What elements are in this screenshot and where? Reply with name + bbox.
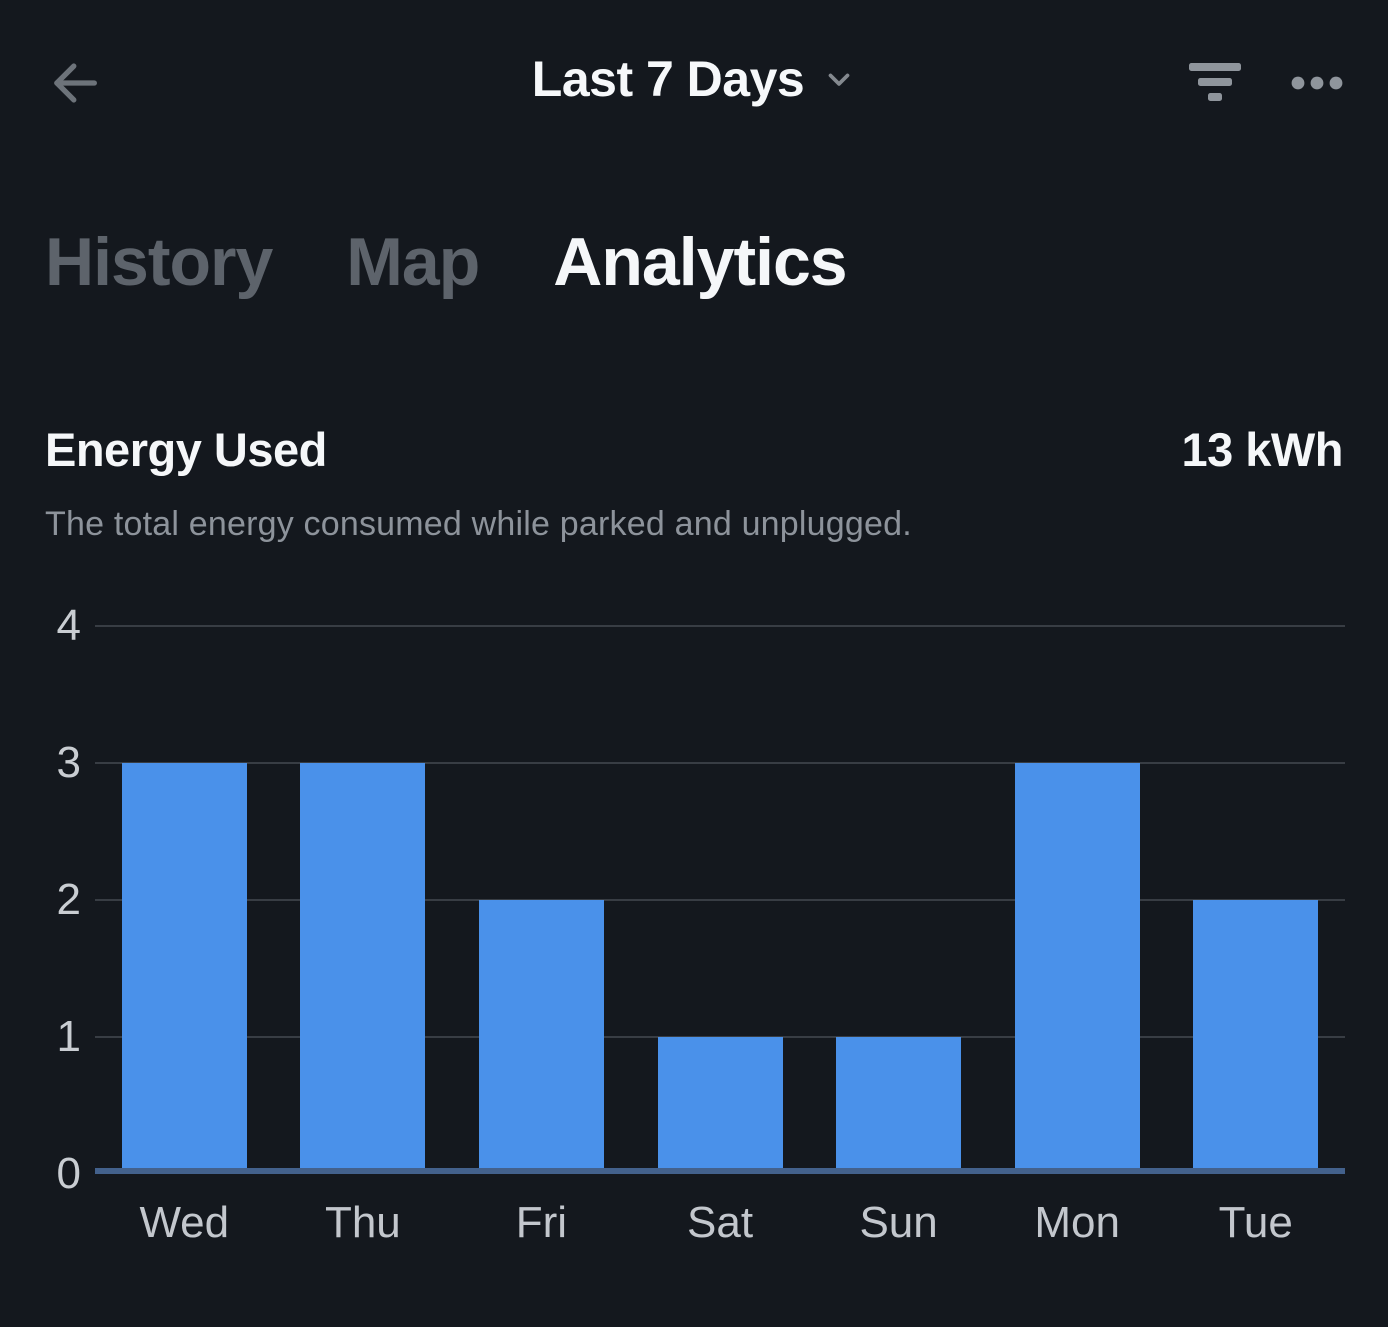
energy-total-value: 13 kWh [1181, 423, 1343, 477]
bar-slot-thu [274, 626, 453, 1175]
bar-slot-sat [631, 626, 810, 1175]
y-tick-label: 3 [56, 738, 81, 788]
y-axis: 0 1 2 3 4 [45, 604, 81, 1196]
filter-icon [1189, 63, 1241, 101]
filter-button[interactable] [1187, 61, 1243, 105]
plot-area [95, 625, 1345, 1175]
bar-tue[interactable] [1193, 900, 1319, 1175]
chevron-down-icon [828, 73, 850, 86]
section-title: Energy Used [45, 423, 327, 477]
bars [95, 626, 1345, 1175]
summary-row: Energy Used 13 kWh [45, 422, 1343, 477]
gridline [95, 625, 1345, 628]
section-description: The total energy consumed while parked a… [45, 505, 912, 544]
tab-analytics[interactable]: Analytics [553, 224, 847, 300]
x-tick-label: Mon [1034, 1198, 1120, 1248]
plot-wrap: Wed Thu Fri Sat Sun Mon Tue [95, 625, 1345, 1249]
arrow-left-icon [54, 63, 97, 103]
period-selector-group: Last 7 Days [0, 48, 1388, 110]
x-tick-label: Sat [687, 1198, 754, 1248]
gridline [95, 762, 1345, 765]
bar-fri[interactable] [478, 900, 604, 1175]
bar-slot-tue [1166, 626, 1345, 1175]
y-tick-label: 2 [56, 875, 81, 925]
bar-mon[interactable] [1014, 763, 1140, 1175]
bar-sat[interactable] [657, 1037, 783, 1175]
bar-slot-fri [452, 626, 631, 1175]
period-label: Last 7 Days [531, 51, 805, 107]
tab-bar: History Map Analytics [0, 224, 1388, 300]
x-tick-label: Sun [859, 1198, 938, 1248]
more-button[interactable] [1291, 76, 1343, 90]
x-tick-label: Fri [515, 1198, 568, 1248]
top-bar: Last 7 Days [0, 0, 1388, 118]
gridline [95, 899, 1345, 902]
y-tick-label: 4 [56, 601, 81, 651]
energy-summary: Energy Used 13 kWh The total energy cons… [0, 422, 1388, 544]
bar-thu[interactable] [300, 763, 426, 1175]
y-tick-label: 1 [56, 1012, 81, 1062]
back-button[interactable] [45, 52, 105, 114]
x-tick-label: Tue [1218, 1198, 1293, 1248]
x-tick-label: Wed [139, 1198, 230, 1248]
y-tick-label: 0 [56, 1149, 81, 1199]
top-bar-actions [1187, 61, 1343, 105]
x-axis: Wed Thu Fri Sat Sun Mon Tue [95, 1198, 1345, 1249]
bar-slot-mon [988, 626, 1167, 1175]
bar-wed[interactable] [121, 763, 247, 1175]
bar-slot-sun [809, 626, 988, 1175]
x-tick-label: Thu [324, 1198, 401, 1248]
tab-map[interactable]: Map [346, 224, 480, 300]
bar-slot-wed [95, 626, 274, 1175]
x-axis-baseline [95, 1168, 1345, 1175]
ellipsis-icon [1291, 76, 1343, 90]
tab-history[interactable]: History [45, 224, 273, 300]
energy-bar-chart: 0 1 2 3 4 Wed Thu Fri Sat Sun Mon Tue [0, 604, 1388, 1249]
period-selector[interactable]: Last 7 Days [532, 50, 856, 108]
bar-sun[interactable] [836, 1037, 962, 1175]
